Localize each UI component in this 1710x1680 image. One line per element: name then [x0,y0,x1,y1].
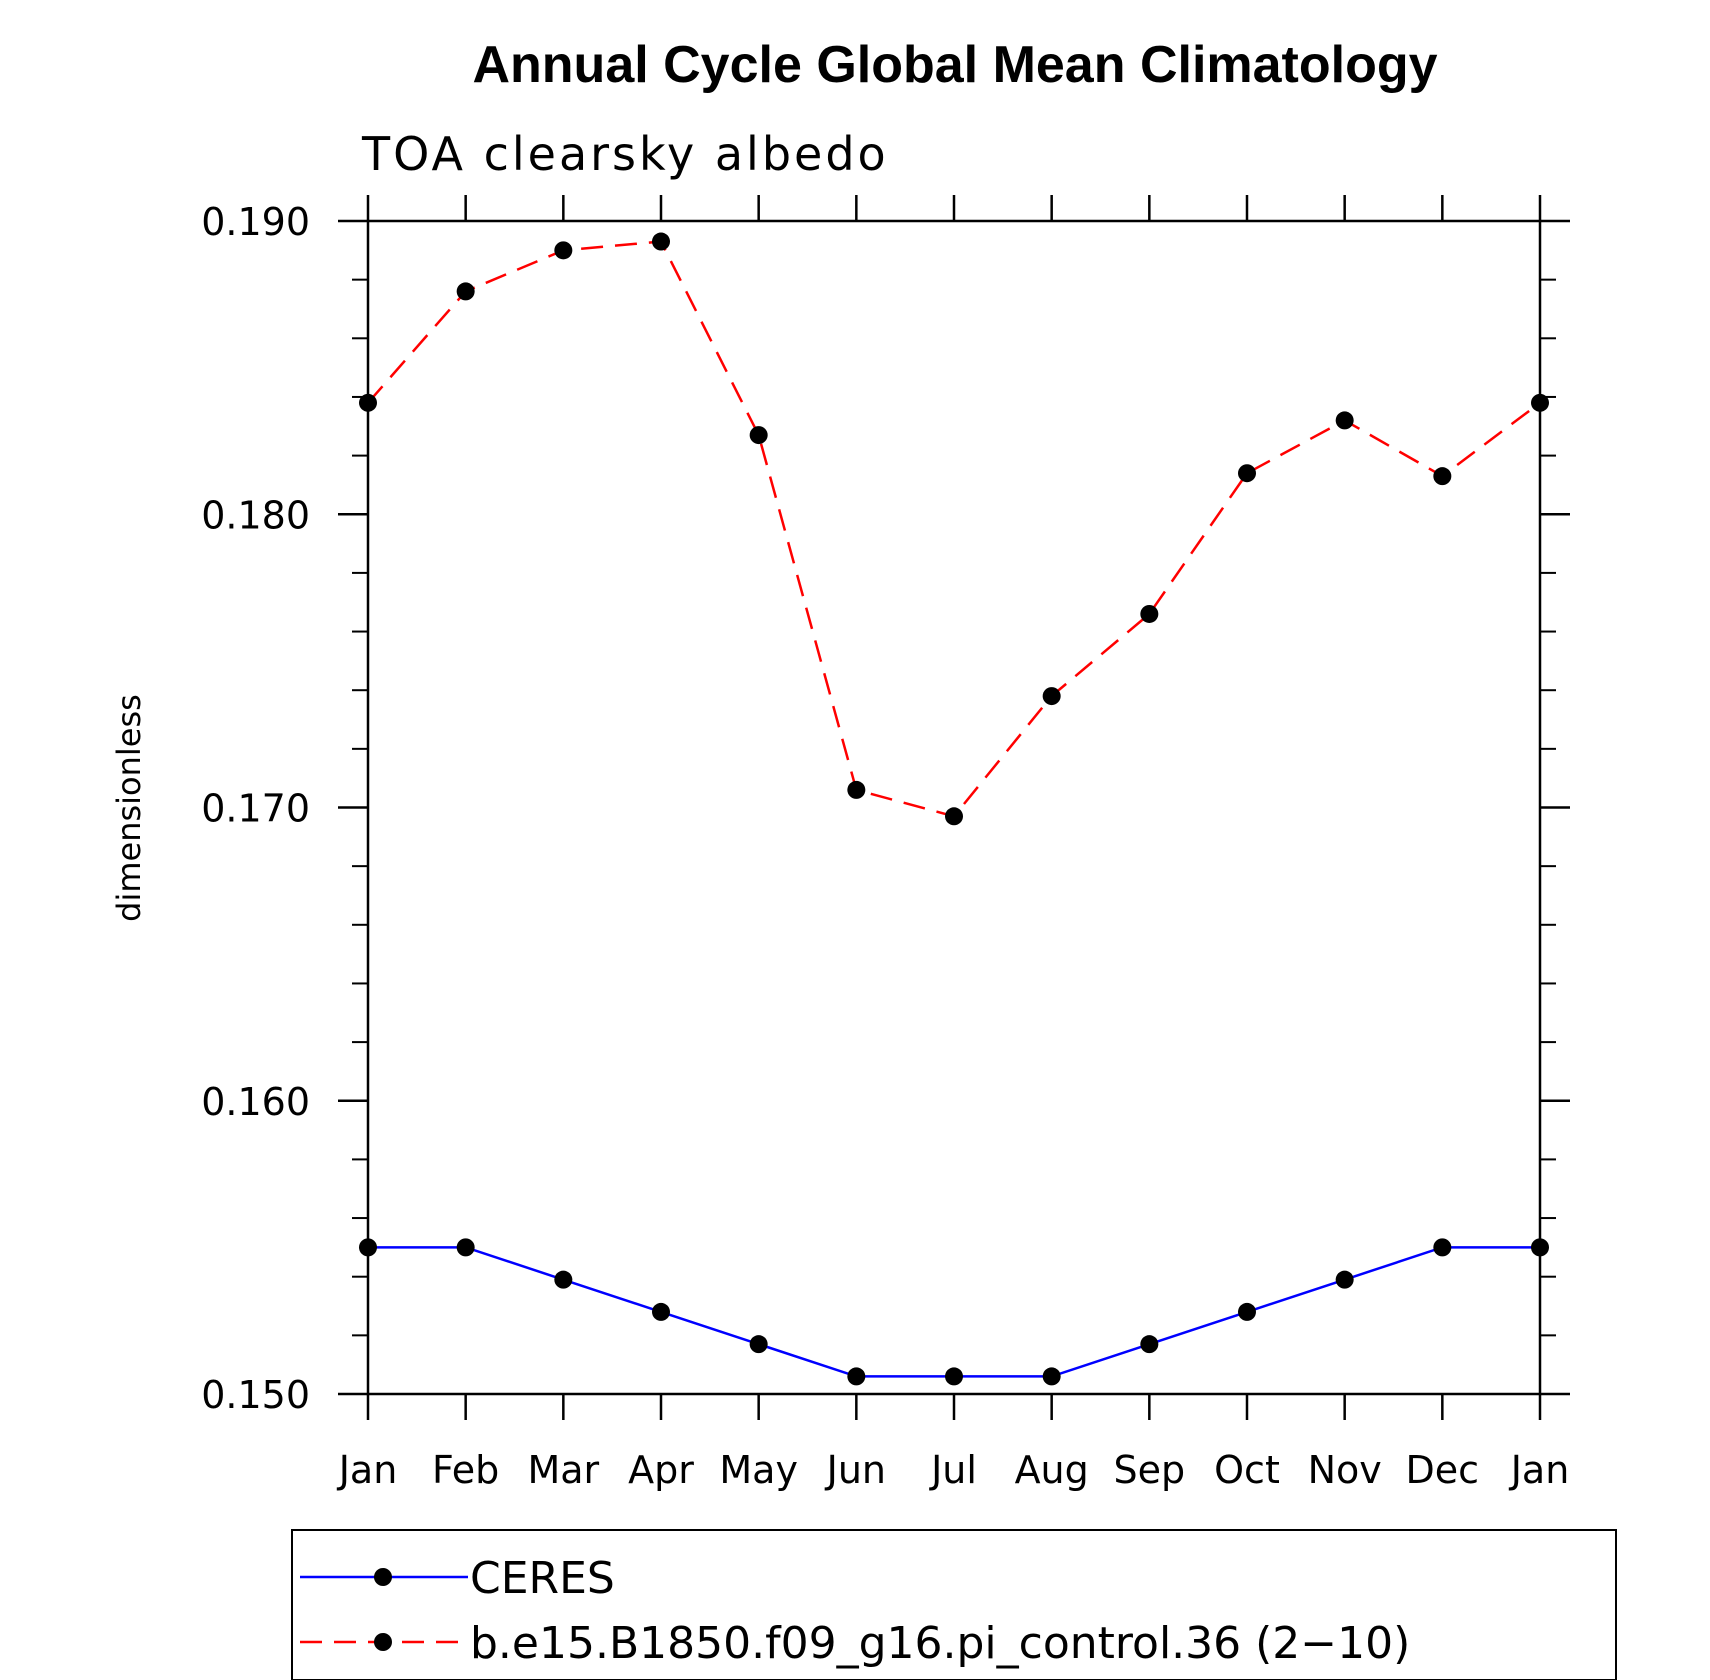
y-tick-label: 0.160 [201,1080,310,1124]
data-point [1433,467,1452,486]
data-point [1238,464,1256,483]
data-point [1140,1335,1159,1354]
x-tick-label: Nov [1308,1448,1382,1492]
data-point [1531,393,1549,412]
legend-box [291,1529,1617,1680]
data-point [359,1238,377,1257]
legend-item: CERES [300,1553,615,1604]
y-tick-label: 0.190 [201,200,310,244]
series-line [367,240,1541,818]
series-layer [359,232,1549,1386]
legend-label: CERES [470,1553,615,1604]
data-point [652,1302,670,1321]
x-tick-label: Aug [1015,1448,1089,1492]
series-1 [359,232,1549,826]
chart-title: Annual Cycle Global Mean Climatology [472,36,1437,94]
data-point [1433,1238,1452,1257]
data-point [456,282,475,301]
data-point [1531,1238,1549,1257]
x-tick-label: Jan [1509,1448,1570,1492]
data-point [945,1367,963,1386]
legend-item: b.e15.B1850.f09_g16.pi_control.36 (2−10) [300,1618,1410,1669]
legend: CERES b.e15.B1850.f09_g16.pi_control.36 (… [300,1553,1410,1669]
data-point [652,232,670,251]
data-point [749,1335,768,1354]
data-point [554,1270,573,1289]
data-point [847,1367,866,1386]
x-tick-label: Jun [825,1448,886,1492]
x-tick-label: Sep [1114,1448,1186,1492]
data-point [1335,1270,1354,1289]
y-tick-label: 0.180 [201,493,310,537]
series-line [368,1246,1540,1378]
series-0 [359,1238,1549,1386]
x-tick-label: Oct [1214,1448,1280,1492]
y-tick-label: 0.170 [201,787,310,831]
legend-marker [374,1568,392,1586]
y-tick-label: 0.150 [201,1373,310,1417]
data-point [1042,1367,1061,1386]
data-point [749,426,768,445]
legend-marker [374,1633,392,1651]
data-point [359,393,377,412]
data-point [1335,411,1354,430]
legend-label: b.e15.B1850.f09_g16.pi_control.36 (2−10) [470,1618,1410,1669]
data-point [1042,687,1061,706]
x-tick-label: May [719,1448,798,1492]
x-tick-label: Feb [432,1448,499,1492]
chart-subtitle: TOA clearsky albedo [361,127,889,181]
x-tick-label: Apr [628,1448,694,1492]
x-tick-label: Jan [337,1448,398,1492]
data-point [554,241,573,260]
y-axis-title: dimensionless [110,694,148,922]
data-point [1140,604,1159,623]
axes: Jan Feb Mar Apr May Jun Jul Aug Sep Oct Nov Dec Jan 0… [201,195,1570,1492]
data-point [945,807,963,826]
data-point [847,780,866,799]
x-tick-label: Jul [929,1448,977,1492]
x-tick-label: Dec [1406,1448,1480,1492]
data-point [456,1238,475,1257]
data-point [1238,1302,1256,1321]
x-tick-label: Mar [527,1448,599,1492]
